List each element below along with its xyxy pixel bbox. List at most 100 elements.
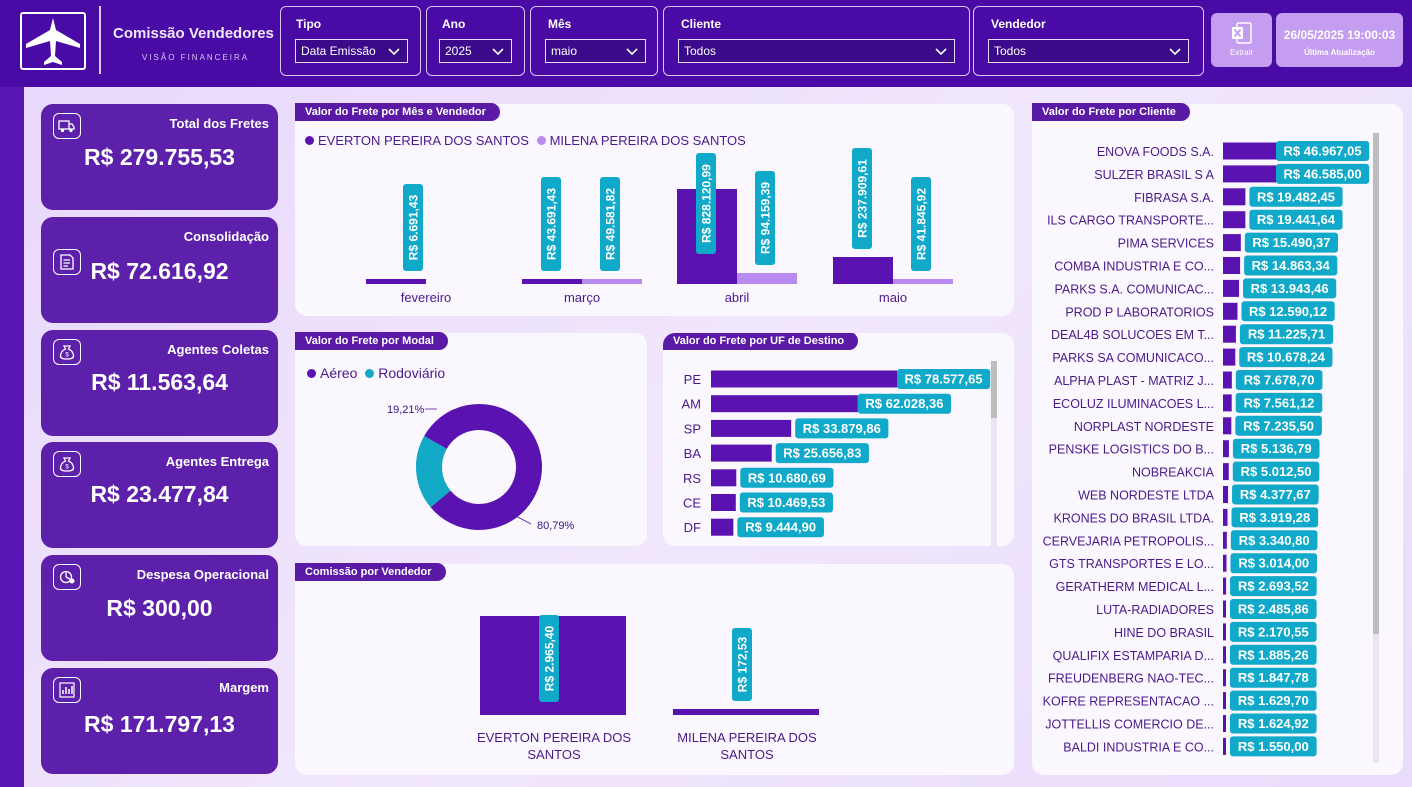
kpi-total-fretes: Total dos Fretes R$ 279.755,53 [41,104,278,210]
bar-everton [833,257,893,284]
data-label-commission-bg [732,628,752,701]
data-label-everton-bg [696,153,716,254]
y-tick-label: DEAL4B SOLUCOES EM T... [1051,328,1214,342]
bar-client [1223,508,1228,526]
brand-title: Comissão Vendedores [113,25,274,42]
bar-client [1223,554,1227,572]
logo-divider [99,6,101,74]
money-bag-icon: $ [53,339,81,365]
data-label-client-bg [1239,347,1333,368]
data-label-client-bg [1230,530,1318,551]
data-label-client-bg [1276,163,1370,184]
kpi-title: Agentes Entrega [165,454,269,469]
uf-scrollbar-thumb[interactable] [991,361,997,418]
bar-uf [711,370,897,388]
svg-text:$: $ [65,465,69,471]
data-label-client: R$ 19.482,45 [1257,189,1335,204]
bar-client [1223,531,1227,549]
data-label-uf-bg [737,517,824,538]
filter-ano-label: Ano [442,17,466,31]
bar-client [1223,211,1246,229]
legend-dot [365,369,375,378]
filter-vendedor-label: Vendedor [991,17,1046,31]
uf-scrollbar-track[interactable] [991,361,997,546]
panel-modal: Valor do Frete por Modal Aéreo Rodoviári… [295,332,647,546]
filter-mes-select[interactable]: maio [545,39,646,63]
kpi-value: R$ 171.797,13 [84,711,235,737]
extract-button[interactable]: Extrair [1211,13,1272,67]
y-tick-label: ALPHA PLAST - MATRIZ J... [1054,374,1214,388]
header-bar: Comissão Vendedores VISÃO FINANCEIRA Tip… [0,0,1412,87]
y-tick-label: QUALIFIX ESTAMPARIA D... [1053,649,1214,663]
y-tick-label: JOTTELLIS COMERCIO DE... [1045,718,1214,732]
data-label-client-bg [1230,736,1317,757]
legend-item-milena[interactable]: MILENA PEREIRA DOS SANTOS [536,133,746,148]
y-tick-label: PE [684,372,702,387]
bar-client [1223,646,1226,664]
filter-vendedor-select[interactable]: Todos [988,39,1189,63]
data-label-client: R$ 3.340,80 [1239,533,1310,548]
filter-tipo-select[interactable]: Data Emissão [295,39,408,63]
filter-cliente-select[interactable]: Todos [678,39,955,63]
data-label-client: R$ 11.225,71 [1248,327,1325,342]
client-scrollbar-thumb[interactable] [1373,133,1379,634]
kpi-agentes-entrega: $ Agentes Entrega R$ 23.477,84 [41,442,278,548]
x-tick-label: março [564,290,600,305]
bar-everton [522,279,582,284]
data-label-client: R$ 14.863,34 [1252,258,1331,273]
brand-subtitle: VISÃO FINANCEIRA [142,53,250,62]
bar-client [1223,302,1238,320]
bar-everton [366,279,426,284]
bar-uf [711,419,792,437]
x-tick-label: fevereiro [401,290,452,305]
data-label-uf-bg [775,443,869,464]
y-tick-label: HINE DO BRASIL [1114,626,1214,640]
kpi-consolidacao: Consolidação R$ 72.616,92 [41,217,278,323]
filter-mes-value: maio [551,44,578,58]
bar-client [1223,348,1236,366]
data-label-client: R$ 4.377,67 [1240,487,1311,502]
chevron-down-icon [626,48,638,56]
data-label-uf: R$ 25.656,83 [783,446,861,461]
panel-title: Valor do Frete por UF de Destino [663,333,859,350]
data-label-client: R$ 5.136,79 [1241,441,1312,456]
data-label-everton: R$ 43.691,43 [545,188,559,260]
money-bag-icon: $ [53,451,81,477]
truck-icon [53,113,81,139]
data-label-milena: R$ 94.159,39 [759,182,773,254]
panel-title: Valor do Frete por Mês e Vendedor [295,103,500,121]
y-tick-label: PROD P LABORATORIOS [1065,305,1214,319]
y-tick-label: NOBREAKCIA [1132,466,1215,480]
panel-uf: Valor do Frete por UF de Destino PE R$ 78… [663,333,1014,546]
legend-item-aereo[interactable]: Aéreo [307,365,357,381]
data-label-client-bg [1232,461,1320,482]
donut-slice-rodoviario [416,436,451,508]
bar-client [1223,394,1232,412]
bar-client [1223,715,1226,732]
data-label-client-bg [1230,690,1317,711]
legend-item-everton[interactable]: EVERTON PEREIRA DOS SANTOS [305,133,529,148]
kpi-margem: Margem R$ 171.797,13 [41,668,278,774]
y-tick-label: ILS CARGO TRANSPORTE... [1047,214,1214,228]
bar-client [1223,623,1226,641]
bar-chart-icon [53,677,81,703]
filter-ano-select[interactable]: 2025 [439,39,512,63]
legend-item-rodoviario[interactable]: Rodoviário [365,365,445,381]
data-label-client: R$ 1.629,70 [1238,693,1309,708]
data-label-client: R$ 46.967,05 [1284,144,1362,159]
data-label-client-bg [1243,278,1337,299]
data-label-milena: R$ 41.845,92 [915,188,929,260]
y-tick-label: ECOLUZ ILUMINACOES L... [1053,397,1214,411]
data-label-milena-bg [600,177,620,271]
y-tick-label: GTS TRANSPORTES E LO... [1049,557,1214,571]
client-scrollbar-track[interactable] [1373,133,1379,763]
filter-tipo-label: Tipo [296,17,322,31]
bar-client [1223,577,1227,595]
expense-chart-icon [53,564,81,590]
data-label-everton: R$ 6.691,43 [407,194,421,260]
filter-ano-value: 2025 [445,44,472,58]
data-label-client-bg [1232,438,1320,459]
client-bar-chart: ENOVA FOODS S.A. R$ 46.967,05 SULZER BRASI… [1043,141,1370,757]
data-label-everton-bg [852,148,872,249]
y-tick-label: BA [684,446,702,461]
